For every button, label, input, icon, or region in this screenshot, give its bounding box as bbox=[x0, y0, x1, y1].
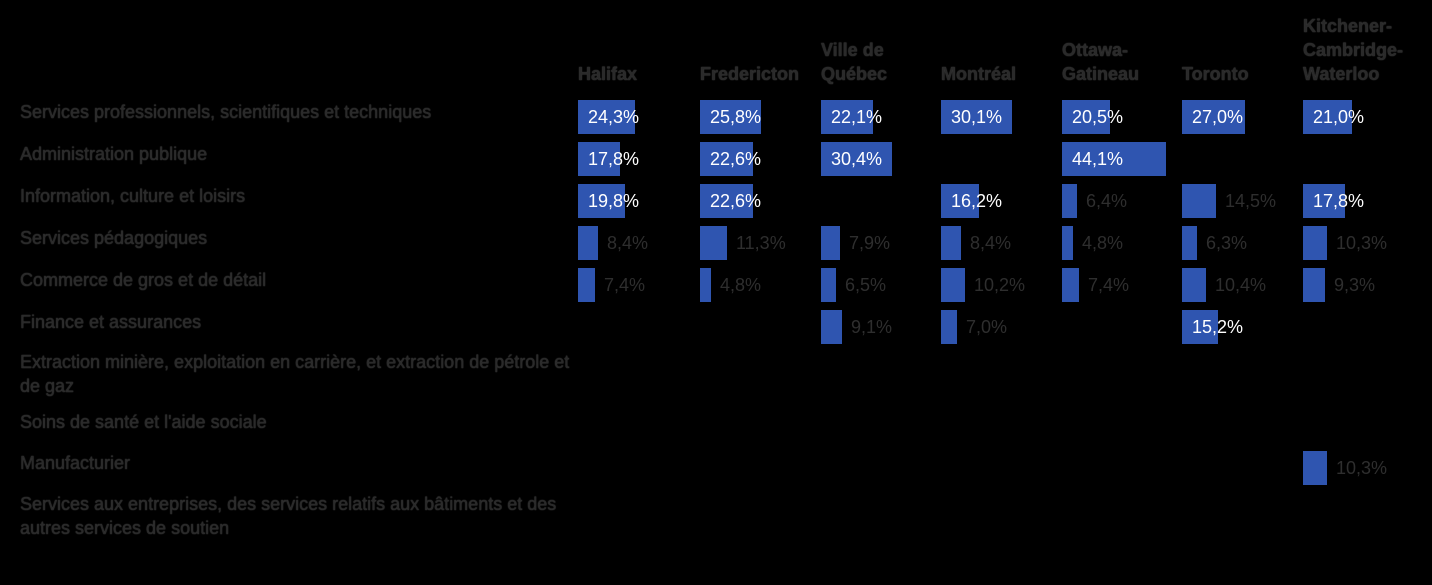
value-bar bbox=[821, 100, 873, 134]
value-bar bbox=[578, 100, 635, 134]
value-bar bbox=[700, 184, 753, 218]
column-header: Kitchener- bbox=[1303, 16, 1393, 36]
value-label: 9,1% bbox=[851, 317, 893, 337]
value-label: 11,3% bbox=[736, 233, 786, 253]
value-label: 19,8% bbox=[588, 191, 640, 211]
value-bar bbox=[941, 100, 1012, 134]
value-bar bbox=[941, 310, 957, 344]
value-bar bbox=[1062, 226, 1073, 260]
column-header: Cambridge- bbox=[1303, 40, 1404, 60]
column-header: Waterloo bbox=[1303, 64, 1380, 84]
value-bar bbox=[1303, 268, 1325, 302]
column-header: Toronto bbox=[1182, 64, 1249, 84]
value-label: 22,6% bbox=[710, 191, 762, 211]
row-label: Services pédagogiques bbox=[20, 228, 208, 248]
row-label: Soins de santé et l'aide sociale bbox=[20, 412, 267, 432]
value-bar bbox=[1062, 100, 1110, 134]
value-label: 22,1% bbox=[831, 107, 883, 127]
value-bar bbox=[821, 142, 892, 176]
value-label: 7,0% bbox=[966, 317, 1008, 337]
row-label: Administration publique bbox=[20, 144, 208, 164]
value-label: 16,2% bbox=[951, 191, 1003, 211]
column-header: Québec bbox=[821, 64, 888, 84]
column-header: Gatineau bbox=[1062, 64, 1140, 84]
value-label: 30,4% bbox=[831, 149, 883, 169]
value-bar bbox=[1062, 142, 1166, 176]
value-label: 10,3% bbox=[1336, 233, 1388, 253]
row-label: Finance et assurances bbox=[20, 312, 202, 332]
value-bar bbox=[1182, 226, 1197, 260]
column-header: Halifax bbox=[578, 64, 638, 84]
value-label: 6,4% bbox=[1086, 191, 1128, 211]
value-label: 7,9% bbox=[849, 233, 891, 253]
value-bar bbox=[578, 142, 620, 176]
value-bar bbox=[821, 226, 840, 260]
value-label: 10,2% bbox=[974, 275, 1026, 295]
value-label: 44,1% bbox=[1072, 149, 1124, 169]
value-bar bbox=[1303, 184, 1345, 218]
value-label: 27,0% bbox=[1192, 107, 1244, 127]
value-bar bbox=[1182, 268, 1206, 302]
value-label: 21,0% bbox=[1313, 107, 1365, 127]
row-label: Information, culture et loisirs bbox=[20, 186, 246, 206]
value-bar bbox=[1182, 184, 1216, 218]
value-label: 17,8% bbox=[588, 149, 640, 169]
value-label: 6,5% bbox=[845, 275, 887, 295]
value-bar bbox=[1062, 268, 1079, 302]
value-bar bbox=[941, 184, 979, 218]
value-bar bbox=[821, 268, 836, 302]
row-label: Extraction minière, exploitation en carr… bbox=[20, 352, 570, 396]
value-label: 15,2% bbox=[1192, 317, 1244, 337]
value-bar bbox=[1303, 451, 1327, 485]
value-bar bbox=[941, 226, 961, 260]
row-label: Services professionnels, scientifiques e… bbox=[20, 102, 432, 122]
value-label: 4,8% bbox=[1082, 233, 1124, 253]
value-label: 6,3% bbox=[1206, 233, 1248, 253]
value-bar bbox=[1182, 310, 1218, 344]
value-label: 20,5% bbox=[1072, 107, 1124, 127]
column-header: Montréal bbox=[941, 64, 1017, 84]
value-label: 22,6% bbox=[710, 149, 762, 169]
value-label: 7,4% bbox=[604, 275, 646, 295]
value-bar bbox=[1303, 100, 1352, 134]
value-label: 10,4% bbox=[1215, 275, 1267, 295]
value-bar bbox=[941, 268, 965, 302]
value-label: 17,8% bbox=[1313, 191, 1365, 211]
value-label: 9,3% bbox=[1334, 275, 1376, 295]
value-label: 24,3% bbox=[588, 107, 640, 127]
value-bar bbox=[1303, 226, 1327, 260]
value-bar bbox=[700, 226, 727, 260]
value-bar bbox=[700, 268, 711, 302]
row-label: Services aux entreprises, des services r… bbox=[20, 494, 557, 538]
row-label: Manufacturier bbox=[20, 453, 131, 473]
value-bar bbox=[1182, 100, 1245, 134]
value-bar bbox=[578, 226, 598, 260]
row-label: Commerce de gros et de détail bbox=[20, 270, 267, 290]
value-label: 30,1% bbox=[951, 107, 1003, 127]
column-header: Ville de bbox=[821, 40, 884, 60]
value-label: 10,3% bbox=[1336, 458, 1388, 478]
value-bar bbox=[821, 310, 842, 344]
value-bar bbox=[1062, 184, 1077, 218]
value-label: 7,4% bbox=[1088, 275, 1130, 295]
value-label: 8,4% bbox=[607, 233, 649, 253]
value-bar bbox=[700, 142, 753, 176]
value-label: 25,8% bbox=[710, 107, 762, 127]
value-bar bbox=[578, 184, 625, 218]
value-bar bbox=[700, 100, 761, 134]
value-label: 14,5% bbox=[1225, 191, 1277, 211]
value-label: 4,8% bbox=[720, 275, 762, 295]
value-bar bbox=[578, 268, 595, 302]
column-header: Ottawa- bbox=[1062, 40, 1129, 60]
column-header: Fredericton bbox=[700, 64, 800, 84]
value-label: 8,4% bbox=[970, 233, 1012, 253]
